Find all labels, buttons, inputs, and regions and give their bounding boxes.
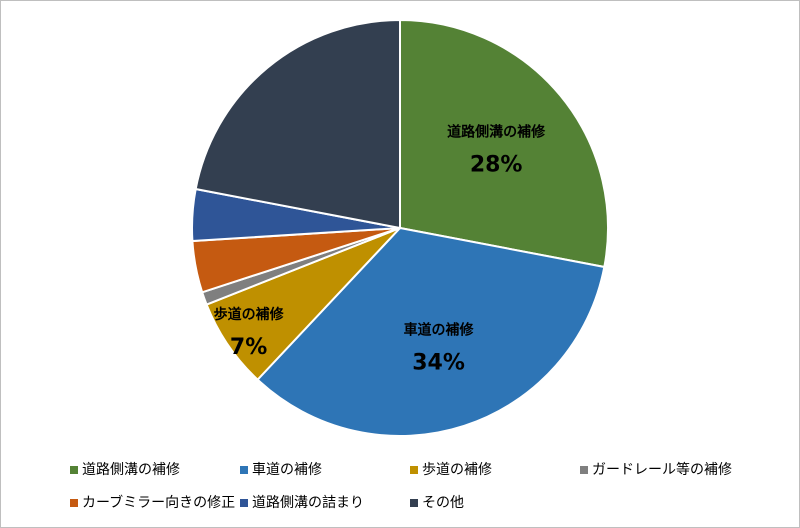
legend-swatch <box>410 499 418 507</box>
slice-value-label: 28% <box>470 152 523 177</box>
pie-slice <box>256 226 606 437</box>
slice-value-label: 7% <box>230 335 267 360</box>
pie-slice <box>399 18 609 269</box>
slice-category-label: 歩道の補修 <box>214 306 285 323</box>
legend-label: 道路側溝の詰まり <box>252 495 364 511</box>
legend-swatch <box>410 466 418 474</box>
legend-label: ガードレール等の補修 <box>592 461 732 478</box>
legend-swatch <box>70 499 78 507</box>
slice-category-label: 車道の補修 <box>404 322 475 339</box>
legend-swatch <box>240 499 248 507</box>
legend-swatch <box>580 466 588 474</box>
legend-label: その他 <box>422 495 464 511</box>
legend-label: 車道の補修 <box>252 461 322 478</box>
legend-label: 歩道の補修 <box>422 462 492 478</box>
slice-value-label: 34% <box>412 351 465 376</box>
pie-slice <box>194 18 401 230</box>
legend-label: 道路側溝の補修 <box>82 462 180 478</box>
legend-label: カーブミラー向きの修正 <box>82 494 235 511</box>
slice-category-label: 道路側溝の補修 <box>447 123 546 140</box>
legend-swatch <box>240 466 248 474</box>
legend-swatch <box>70 466 78 474</box>
